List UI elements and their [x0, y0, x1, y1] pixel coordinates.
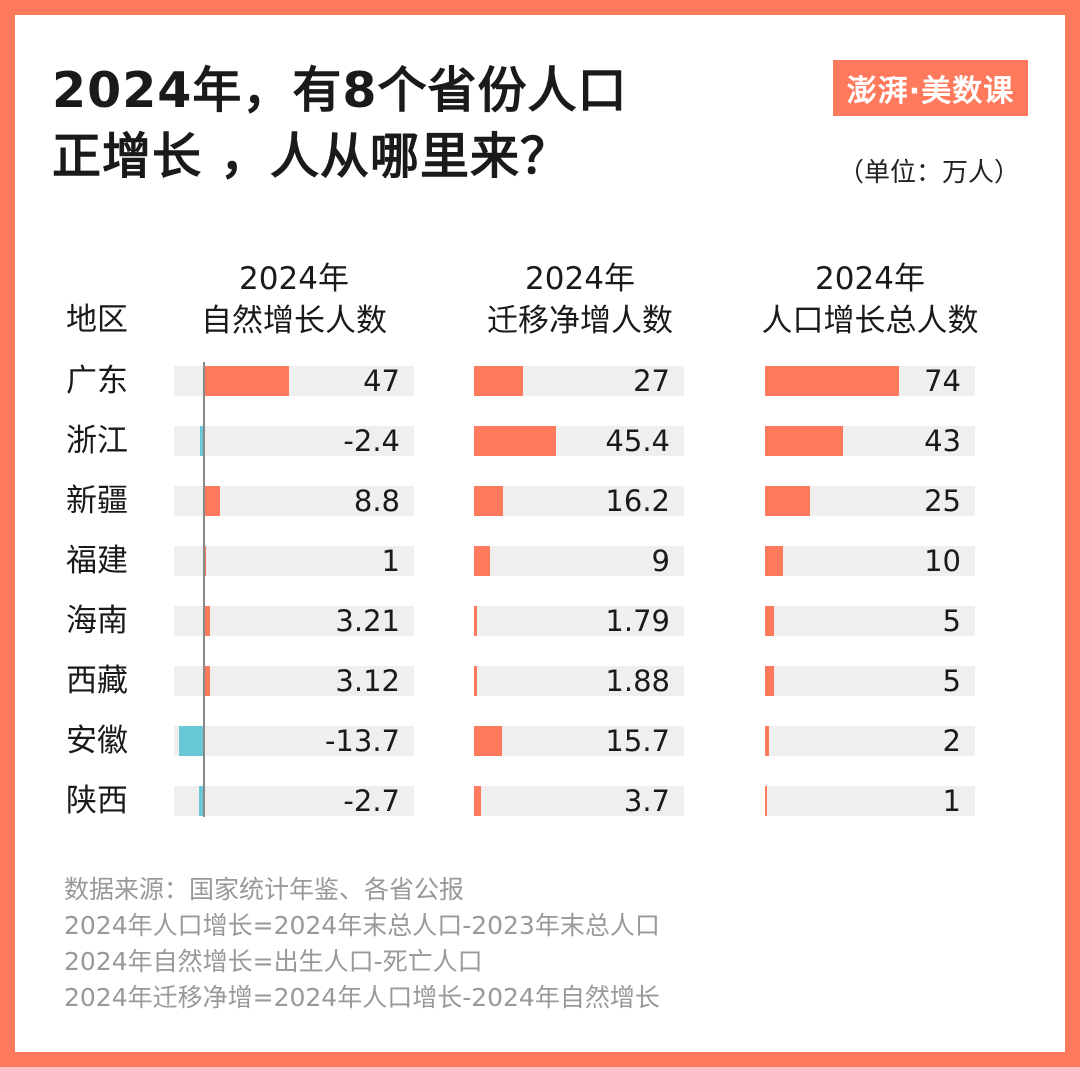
bar — [199, 786, 204, 816]
value-label: 10 — [924, 544, 961, 578]
value-label: 43 — [924, 424, 961, 458]
bar — [474, 546, 491, 576]
value-label: 25 — [924, 484, 961, 518]
bar — [765, 726, 769, 756]
page-title: 2024年，有8个省份人口 正增长 ，人从哪里来？ — [52, 58, 627, 190]
note-line: 2024年人口增长=2024年末总人口-2023年末总人口 — [64, 911, 660, 940]
region-label: 陕西 — [66, 783, 128, 819]
bar-track — [474, 726, 684, 756]
column-header-line: 迁移净增人数 — [487, 303, 673, 339]
region-label: 浙江 — [66, 423, 128, 459]
note-line: 2024年迁移净增=2024年人口增长-2024年自然增长 — [64, 983, 660, 1012]
bar — [474, 606, 478, 636]
value-label: 45.4 — [605, 424, 670, 458]
value-label: 1.88 — [605, 664, 670, 698]
value-label: 47 — [363, 364, 400, 398]
value-label: 5 — [942, 664, 961, 698]
column-header-line: 2024年 — [239, 261, 349, 297]
bar-track — [474, 486, 684, 516]
value-label: -13.7 — [324, 724, 400, 758]
column-header-natural: 2024年 自然增长人数 — [174, 258, 414, 342]
notes: 数据来源：国家统计年鉴、各省公报 2024年人口增长=2024年末总人口-202… — [64, 872, 660, 1016]
value-label: 1 — [942, 784, 961, 818]
bar-track — [174, 786, 414, 816]
bar — [765, 486, 811, 516]
value-label: 9 — [651, 544, 670, 578]
value-label: 27 — [633, 364, 670, 398]
bar-track — [474, 666, 684, 696]
bar-track — [174, 606, 414, 636]
region-label: 海南 — [66, 603, 128, 639]
value-label: 3.21 — [335, 604, 400, 638]
bar — [765, 786, 767, 816]
note-line: 2024年自然增长=出生人口-死亡人口 — [64, 947, 483, 976]
panel — [15, 15, 1065, 1052]
bar — [474, 726, 503, 756]
value-label: 3.7 — [623, 784, 670, 818]
bar — [765, 546, 784, 576]
bar — [204, 606, 210, 636]
value-label: 5 — [942, 604, 961, 638]
column-header-line: 2024年 — [815, 261, 925, 297]
value-label: 74 — [924, 364, 961, 398]
column-header-line: 自然增长人数 — [201, 303, 387, 339]
bar-track — [765, 666, 975, 696]
zero-axis-line — [203, 362, 205, 817]
bar — [765, 606, 775, 636]
bar-track — [765, 606, 975, 636]
unit-label: （单位：万人） — [838, 158, 1021, 188]
bar — [204, 546, 206, 576]
bar-track — [765, 546, 975, 576]
value-label: 3.12 — [335, 664, 400, 698]
bar — [204, 666, 210, 696]
value-label: 15.7 — [605, 724, 670, 758]
value-label: -2.4 — [343, 424, 400, 458]
value-label: 2 — [942, 724, 961, 758]
value-label: -2.7 — [343, 784, 400, 818]
bar-track — [174, 666, 414, 696]
value-label: 1.79 — [605, 604, 670, 638]
row-header: 地区 — [66, 302, 128, 338]
region-label: 西藏 — [66, 663, 128, 699]
value-label: 1 — [381, 544, 400, 578]
bar — [199, 426, 204, 456]
value-label: 8.8 — [353, 484, 400, 518]
region-label: 新疆 — [66, 483, 128, 519]
bar-track — [174, 546, 414, 576]
value-label: 16.2 — [605, 484, 670, 518]
bar-track — [765, 786, 975, 816]
bar-track — [474, 786, 684, 816]
region-label: 广东 — [66, 363, 128, 399]
column-header-migration: 2024年 迁移净增人数 — [460, 258, 700, 342]
note-source: 数据来源：国家统计年鉴、各省公报 — [64, 875, 465, 904]
region-label: 安徽 — [66, 723, 128, 759]
region-label: 福建 — [66, 543, 128, 579]
bar-track — [765, 726, 975, 756]
bar-track — [474, 606, 684, 636]
column-header-total: 2024年 人口增长总人数 — [740, 258, 1000, 342]
bar — [204, 366, 290, 396]
bar — [765, 366, 899, 396]
bar — [474, 426, 557, 456]
title-line-2: 正增长 ，人从哪里来？ — [52, 128, 571, 185]
title-line-1: 2024年，有8个省份人口 — [52, 62, 628, 119]
bar — [765, 426, 843, 456]
bar — [765, 666, 775, 696]
bar — [474, 666, 478, 696]
bar-track — [174, 426, 414, 456]
bar — [179, 726, 204, 756]
column-header-line: 2024年 — [525, 261, 635, 297]
bar — [474, 366, 523, 396]
bar — [474, 786, 481, 816]
bar — [204, 486, 220, 516]
bar-track — [474, 546, 684, 576]
bar — [474, 486, 504, 516]
column-header-line: 人口增长总人数 — [761, 303, 979, 339]
bar-track — [174, 726, 414, 756]
logo: 澎湃·美数课 — [833, 60, 1028, 116]
